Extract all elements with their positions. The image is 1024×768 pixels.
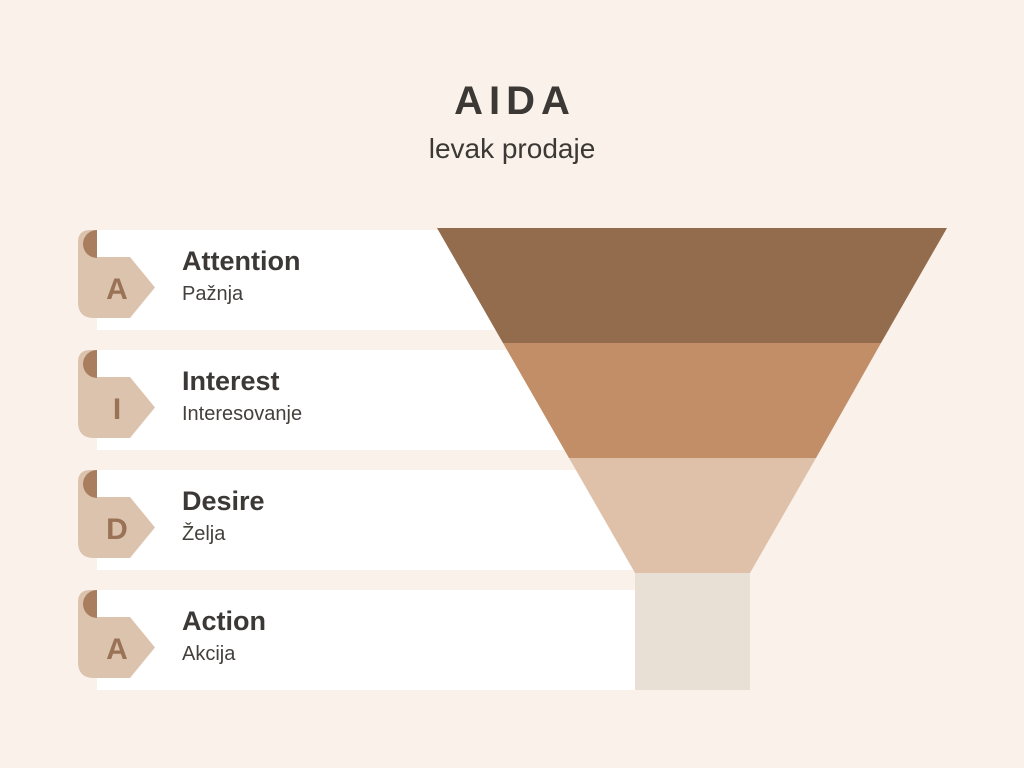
tag-letter-interest: I bbox=[112, 393, 122, 426]
row-text-action: Action Akcija bbox=[182, 606, 266, 665]
page-subtitle: levak prodaje bbox=[428, 133, 596, 164]
stage-translation: Akcija bbox=[182, 643, 236, 665]
row-bar-action bbox=[97, 590, 636, 690]
row-bar-interest bbox=[97, 350, 566, 450]
tag-fold-interest bbox=[83, 350, 97, 378]
row-text-desire: Desire Želja bbox=[182, 486, 265, 545]
funnel-segment-action-stem bbox=[635, 573, 750, 690]
row-text-interest: Interest Interesovanje bbox=[182, 366, 302, 425]
stage-label: Desire bbox=[182, 486, 265, 516]
tag-fold-desire bbox=[83, 470, 97, 498]
stage-translation: Pažnja bbox=[182, 283, 244, 305]
tag-letter-action: A bbox=[106, 633, 128, 666]
stage-label: Interest bbox=[182, 366, 280, 396]
stage-translation: Interesovanje bbox=[182, 403, 303, 425]
tag-fold-action bbox=[83, 590, 97, 618]
funnel-segment-desire bbox=[569, 458, 816, 573]
tag-body-action bbox=[78, 590, 155, 678]
row-bar-desire bbox=[97, 470, 636, 570]
funnel-segment-attention bbox=[437, 228, 947, 343]
tag-fold-attention bbox=[83, 230, 97, 258]
tag-letter-attention: A bbox=[106, 273, 128, 306]
header: AIDA levak prodaje bbox=[0, 0, 1024, 164]
tag-letter-desire: D bbox=[106, 513, 128, 546]
page-title: AIDA bbox=[454, 79, 576, 123]
row-bar-attention bbox=[97, 230, 498, 330]
tag-body-attention bbox=[78, 230, 155, 318]
tag-body-interest bbox=[78, 350, 155, 438]
row-text-attention: Attention Pažnja bbox=[182, 246, 300, 305]
funnel-segment-interest bbox=[503, 343, 881, 458]
tag-body-desire bbox=[78, 470, 155, 558]
stage-label: Action bbox=[182, 606, 266, 636]
stage-translation: Želja bbox=[182, 523, 226, 545]
stage-label: Attention bbox=[182, 246, 301, 276]
